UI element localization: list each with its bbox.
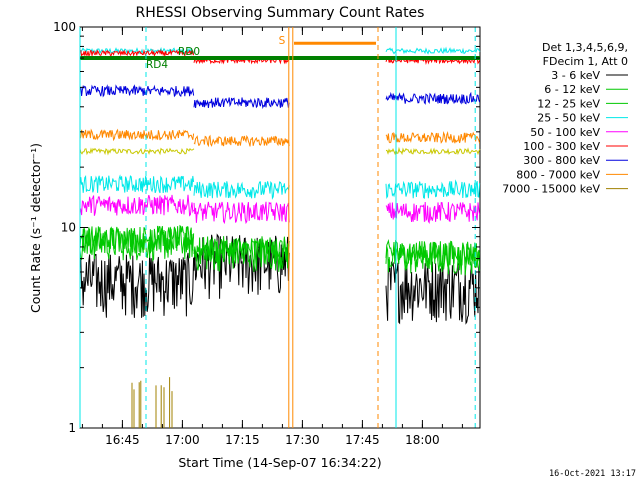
series-2-seg-1 xyxy=(193,236,290,265)
series-2-seg-0 xyxy=(79,224,195,254)
legend-header-line-1: Det 1,3,4,5,6,9, xyxy=(542,41,628,54)
x-tick-label: 18:00 xyxy=(405,433,440,447)
y-tick-label: 10 xyxy=(61,221,76,235)
series-4-seg-1 xyxy=(193,201,290,225)
series-3-seg-2 xyxy=(385,179,481,200)
legend-label-1: 6 - 12 keV xyxy=(544,83,600,96)
legend-label-5: 100 - 300 keV xyxy=(523,140,600,153)
legend-label-2: 12 - 25 keV xyxy=(537,97,600,110)
axis-layer: 16:45 17:00 17:15 17:30 17:45 18:00 1 10 100 xyxy=(53,20,480,447)
annotation-rd4: RD4 xyxy=(146,59,168,71)
series-7-seg-0 xyxy=(79,128,195,142)
series-layer xyxy=(79,46,481,428)
y-axis-label: Count Rate (s⁻¹ detector⁻¹) xyxy=(28,143,43,313)
series-6-seg-1 xyxy=(193,97,290,110)
y-tick-label: 1 xyxy=(68,421,76,435)
legend-label-6: 300 - 800 keV xyxy=(523,154,600,167)
x-tick-label: 17:45 xyxy=(345,433,380,447)
extra-series-1-seg-2 xyxy=(385,146,481,156)
x-tick-label: 16:45 xyxy=(105,433,140,447)
series-3-seg-1 xyxy=(193,180,290,200)
extra-series-1-seg-0 xyxy=(79,147,195,156)
legend-label-4: 50 - 100 keV xyxy=(530,126,600,139)
x-tick-label: 17:30 xyxy=(285,433,320,447)
series-0-seg-1 xyxy=(193,233,290,300)
timestamp: 16-Oct-2021 13:17 xyxy=(549,469,636,479)
series-5-seg-0 xyxy=(79,48,195,58)
y-tick-label: 100 xyxy=(53,20,76,34)
extra-series-0-seg-2 xyxy=(385,46,481,55)
x-tick-label: 17:15 xyxy=(225,433,260,447)
series-6-seg-2 xyxy=(385,91,481,105)
annotation-s: S xyxy=(279,35,286,47)
extra-series-0-seg-0 xyxy=(79,47,195,56)
series-0-seg-0 xyxy=(79,252,195,318)
legend: Det 1,3,4,5,6,9, FDecim 1, Att 0 3 - 6 k… xyxy=(502,41,628,196)
legend-label-0: 3 - 6 keV xyxy=(551,69,600,82)
series-6-seg-0 xyxy=(79,84,195,98)
series-2-seg-2 xyxy=(385,238,481,270)
series-3-seg-0 xyxy=(79,174,195,194)
legend-label-3: 25 - 50 keV xyxy=(537,112,600,125)
series-7-seg-2 xyxy=(385,130,481,144)
legend-label-7: 800 - 7000 keV xyxy=(516,168,600,181)
legend-label-8: 7000 - 15000 keV xyxy=(502,183,600,196)
chart-title: RHESSI Observing Summary Count Rates xyxy=(136,5,425,21)
series-7-seg-1 xyxy=(193,134,290,148)
annotation-rd0: RD0 xyxy=(178,46,200,58)
series-4-seg-2 xyxy=(385,201,481,225)
overlay-layer: RD4 RD0 S xyxy=(79,27,480,428)
x-tick-label: 17:00 xyxy=(165,433,200,447)
series-4-seg-0 xyxy=(79,194,195,217)
legend-header-line-2: FDecim 1, Att 0 xyxy=(543,55,628,68)
x-axis-label: Start Time (14-Sep-07 16:34:22) xyxy=(178,455,381,470)
series-0-seg-2 xyxy=(385,259,481,325)
series-8 xyxy=(131,377,173,428)
